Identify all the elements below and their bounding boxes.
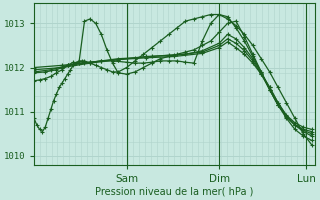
X-axis label: Pression niveau de la mer( hPa ): Pression niveau de la mer( hPa ) [95,187,253,197]
